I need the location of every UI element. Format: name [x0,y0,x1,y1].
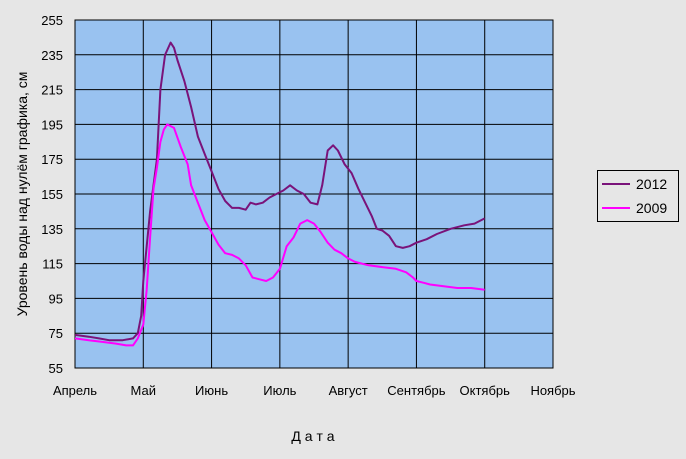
legend: 2012 2009 [597,170,679,222]
legend-item-2012: 2012 [598,173,678,195]
y-tick-label: 55 [49,361,63,376]
plot-border [74,19,554,369]
series-line-2009 [74,123,485,347]
x-tick-label: Июль [263,383,296,398]
y-tick-label: 75 [49,326,63,341]
legend-swatch-2009 [602,207,630,209]
x-tick-label: Май [131,383,156,398]
y-axis-title: Уровень воды над нулём графика, см [14,72,30,317]
x-tick-labels: Апрель Май Июнь Июль Август Сентябрь Октябрь Но… [53,383,576,398]
x-tick-label: Апрель [53,383,97,398]
y-tick-label: 255 [41,13,63,28]
y-tick-label: 235 [41,48,63,63]
y-tick-label: 115 [42,257,63,272]
x-tick-label: Август [329,383,368,398]
x-tick-label: Октябрь [460,383,511,398]
legend-label-2012: 2012 [636,176,668,192]
x-axis-title: Д а т а [291,428,334,444]
y-tick-label: 215 [41,83,63,98]
y-tick-labels: 55 75 95 115 135 155 175 195 215 235 255 [41,13,63,376]
y-tick-label: 135 [41,222,63,237]
legend-item-2009: 2009 [598,197,678,219]
series-layer [74,41,486,347]
y-tick-label: 95 [49,291,63,306]
x-tick-label: Июнь [195,383,228,398]
x-tick-label: Сентябрь [387,383,445,398]
y-tick-label: 195 [41,117,63,132]
y-tick-label: 175 [41,152,63,167]
legend-swatch-2012 [602,183,630,185]
series-line-2012 [74,41,486,342]
y-tick-label: 155 [41,187,63,202]
x-tick-label: Ноябрь [530,383,575,398]
legend-label-2009: 2009 [636,200,668,216]
